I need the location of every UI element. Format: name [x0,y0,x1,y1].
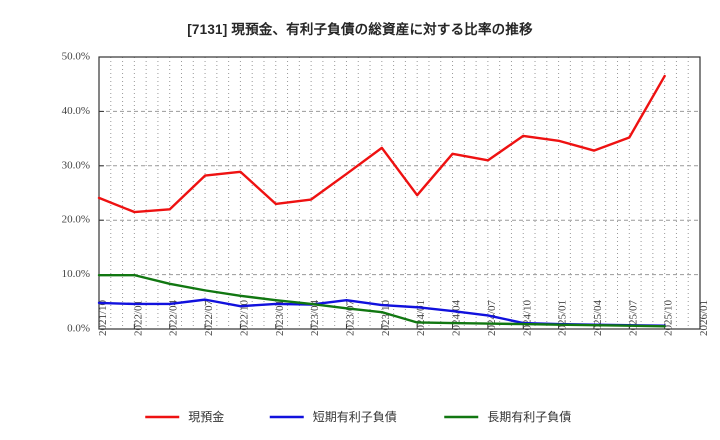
minor-gridlines [98,57,701,329]
y-axis-tick-label: 50.0% [62,51,90,63]
y-axis-tick-label: 40.0% [62,105,90,117]
x-axis-tick-label: 2023/01 [274,300,286,336]
data-series-layer [97,74,666,328]
x-axis-tick-label: 2023/10 [380,299,392,336]
y-axis-tick-label: 20.0% [62,214,90,226]
x-axis-tick-label: 2023/07 [345,299,357,336]
chart-title: [7131] 現預金、有利子負債の総資産に対する比率の推移 [187,22,533,37]
y-axis-tick-label: 10.0% [62,268,90,280]
x-axis-tick-label: 2022/10 [238,299,250,336]
legend-label-長期有利子負債: 長期有利子負債 [487,409,571,424]
x-axis-tick-label: 2025/04 [592,299,604,336]
series-line-現預金 [97,74,666,214]
x-axis-tick-label: 2022/07 [203,299,215,336]
y-axis-tick-label: 30.0% [62,159,90,171]
y-axis-ticks: 0.0% 10.0% 20.0% 30.0% 40.0% 50.0% [62,51,104,335]
major-gridlines [99,56,700,276]
x-axis-tick-label: 2024/04 [451,299,463,336]
x-axis-tick-label: 2024/01 [415,300,427,336]
x-axis-tick-label: 2022/01 [132,300,144,336]
chart-legend: 現預金 短期有利子負債 長期有利子負債 [145,409,571,424]
legend-label-短期有利子負債: 短期有利子負債 [313,409,397,424]
x-axis-tick-label: 2024/07 [486,299,498,336]
series-line-長期有利子負債 [97,273,666,328]
legend-label-現預金: 現預金 [188,409,224,424]
x-axis-tick-label: 2023/04 [309,299,321,336]
x-axis-tick-label: 2022/04 [168,299,180,336]
x-axis-tick-label: 2024/10 [521,299,533,336]
x-axis-tick-label: 2021/10 [97,299,109,336]
y-axis-tick-label: 0.0% [67,323,90,335]
plot-frame [98,56,701,330]
x-axis-tick-label: 2025/01 [557,300,569,336]
x-axis-tick-label: 2025/07 [627,299,639,336]
x-axis-tick-label: 2026/01 [698,300,710,336]
x-axis-tick-label: 2025/10 [663,299,675,336]
